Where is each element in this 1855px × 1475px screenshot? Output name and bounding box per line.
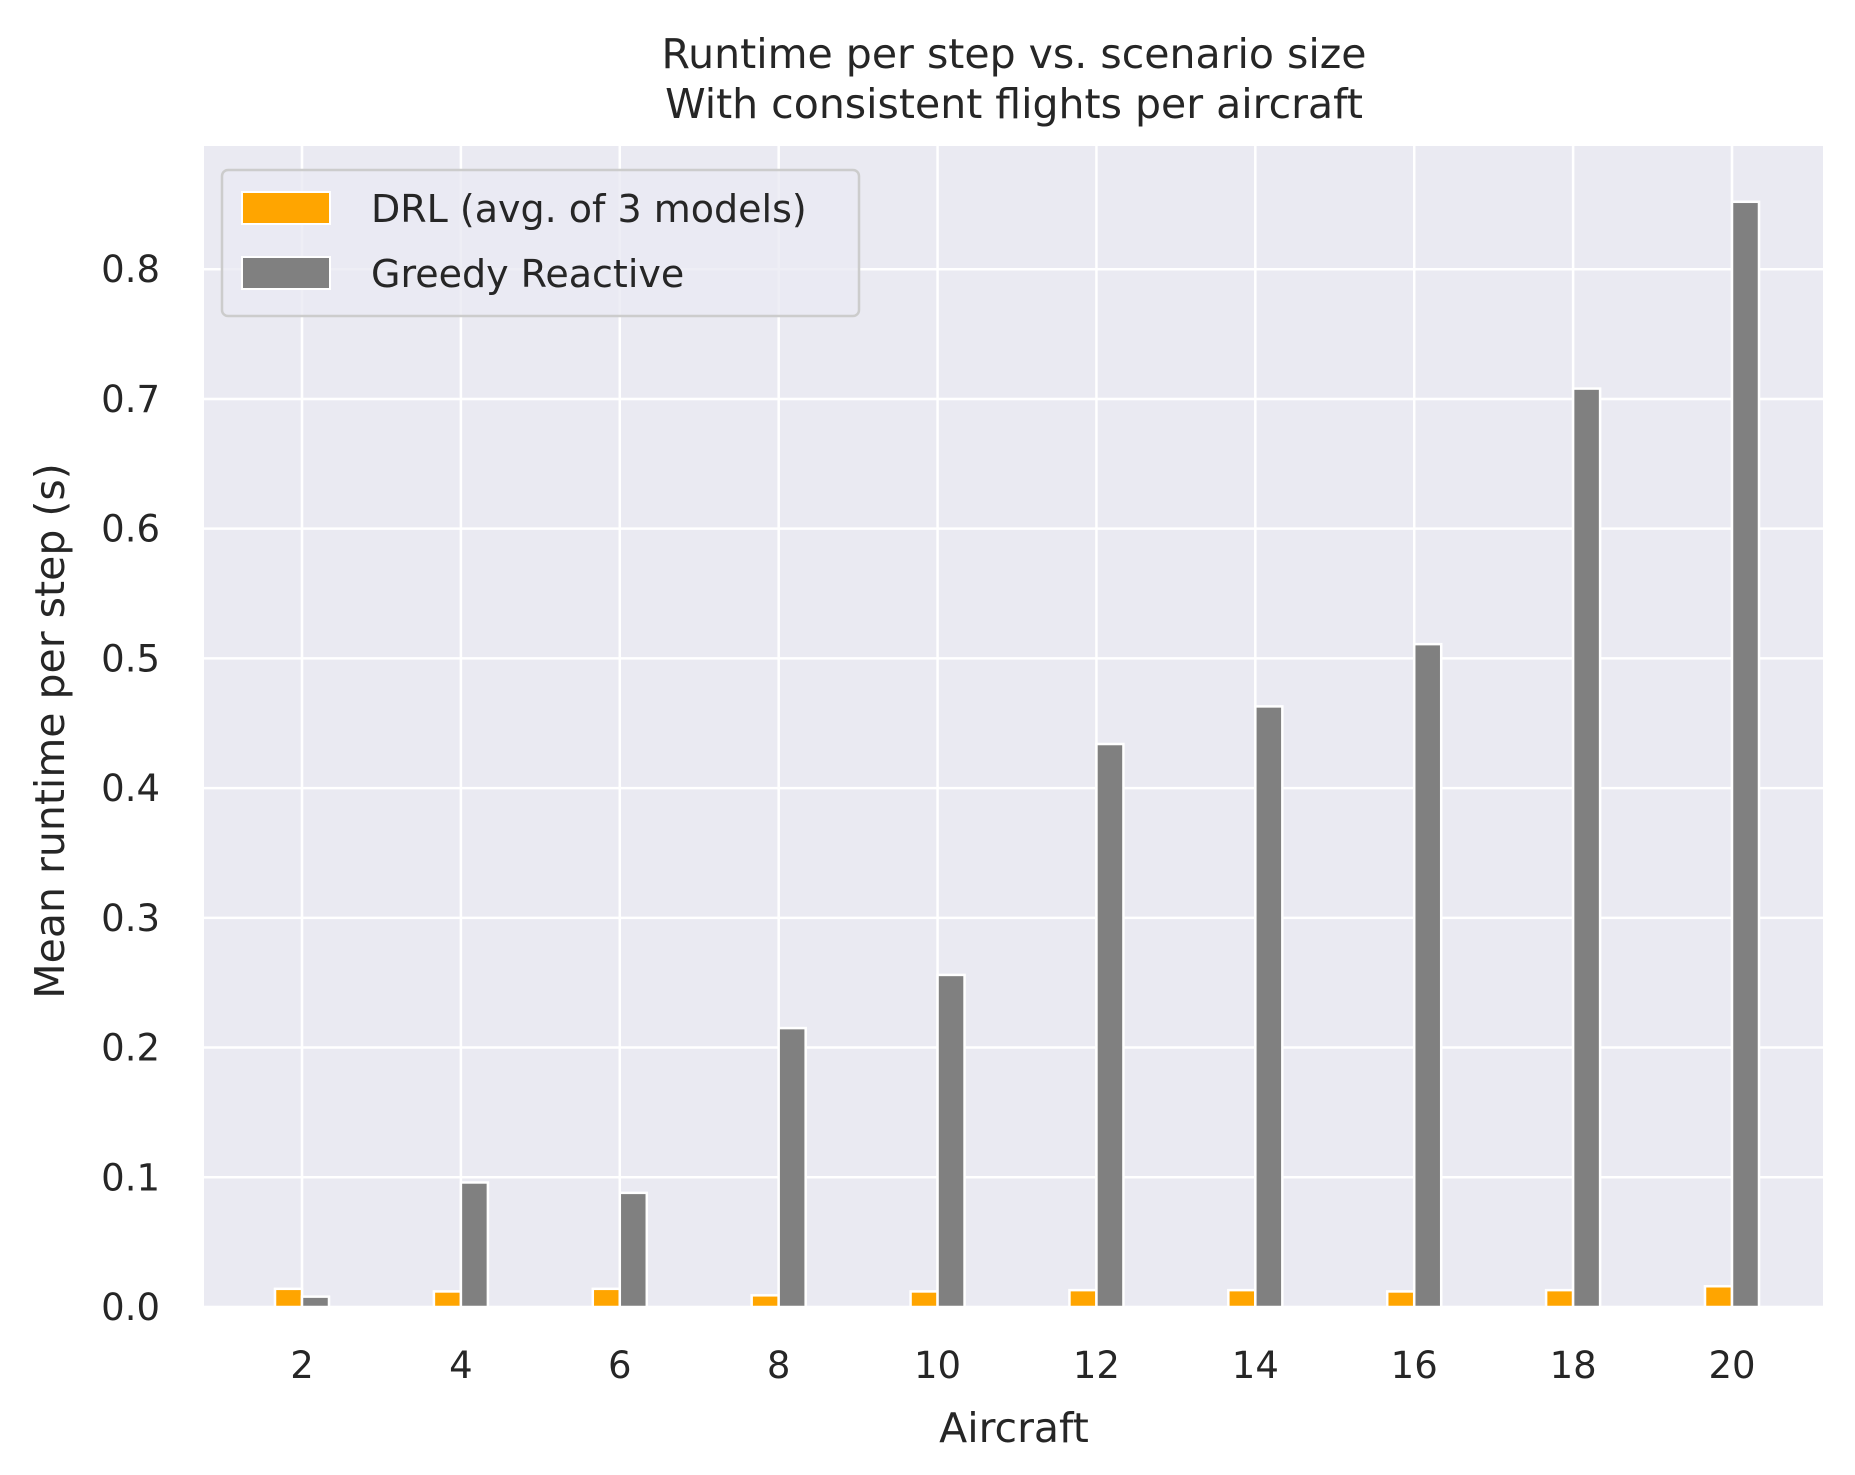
bar-greedy-reactive-16: [1412, 642, 1443, 1309]
bar-drl-2: [273, 1287, 304, 1309]
y-tick-label: 0.8: [101, 248, 160, 291]
x-tick-label: 4: [449, 1344, 473, 1387]
bar-greedy-reactive-20: [1730, 200, 1761, 1309]
legend-label-drl: DRL (avg. of 3 models): [371, 187, 807, 231]
bar-drl-10: [909, 1290, 939, 1309]
y-tick-label: 0.7: [101, 378, 160, 421]
bar-greedy-reactive-2: [300, 1295, 331, 1309]
x-tick-label: 12: [1073, 1344, 1120, 1387]
x-tick-label: 18: [1550, 1344, 1597, 1387]
bar-greedy-reactive-4: [459, 1181, 490, 1309]
x-tick-label: 8: [767, 1344, 791, 1387]
x-tick-label: 6: [608, 1344, 632, 1387]
bar-greedy-reactive-18: [1571, 387, 1602, 1309]
bar-drl-6: [591, 1287, 622, 1309]
y-tick-label: 0.5: [101, 637, 160, 680]
y-tick-label: 0.3: [101, 897, 160, 940]
x-tick-label: 16: [1391, 1344, 1438, 1387]
x-axis-label: Aircraft: [939, 1404, 1089, 1452]
x-tick-label: 20: [1708, 1344, 1755, 1387]
legend-swatch-drl: [241, 191, 331, 225]
y-tick-label: 0.2: [101, 1027, 160, 1070]
bar-drl-12: [1068, 1288, 1098, 1309]
bar-drl-4: [432, 1290, 463, 1309]
legend-box: [220, 168, 861, 318]
bar-greedy-reactive-8: [777, 1026, 807, 1309]
legend: DRL (avg. of 3 models) Greedy Reactive: [220, 168, 861, 318]
bar-drl-14: [1227, 1288, 1257, 1309]
bar-drl-8: [750, 1294, 780, 1309]
y-axis-label: Mean runtime per step (s): [26, 463, 74, 998]
y-tick-label: 0.0: [101, 1286, 160, 1329]
bar-greedy-reactive-14: [1254, 705, 1284, 1309]
x-tick-label: 2: [290, 1344, 314, 1387]
chart-title: Runtime per step vs. scenario size: [662, 30, 1367, 78]
bar-drl-18: [1544, 1288, 1575, 1309]
x-tick-label: 10: [914, 1344, 961, 1387]
y-tick-label: 0.4: [101, 767, 160, 810]
bar-drl-20: [1703, 1284, 1734, 1309]
chart-subtitle: With consistent flights per aircraft: [665, 80, 1363, 128]
y-tick-label: 0.1: [101, 1156, 160, 1199]
legend-swatch-greedy-reactive: [241, 256, 331, 290]
plot-area: [204, 146, 1823, 1307]
bar-greedy-reactive-6: [618, 1191, 649, 1309]
legend-label-greedy-reactive: Greedy Reactive: [371, 252, 684, 296]
bars: [273, 200, 1761, 1309]
tick-labels: 0.0 0.1 0.2 0.3 0.4 0.5 0.6 0.7 0.8 2 4 6 8 10 12 14 16 1…: [101, 248, 1755, 1387]
x-tick-label: 14: [1232, 1344, 1279, 1387]
bar-greedy-reactive-10: [936, 973, 966, 1309]
bar-drl-16: [1385, 1290, 1416, 1309]
bar-greedy-reactive-12: [1095, 742, 1125, 1309]
y-tick-label: 0.6: [101, 508, 160, 551]
